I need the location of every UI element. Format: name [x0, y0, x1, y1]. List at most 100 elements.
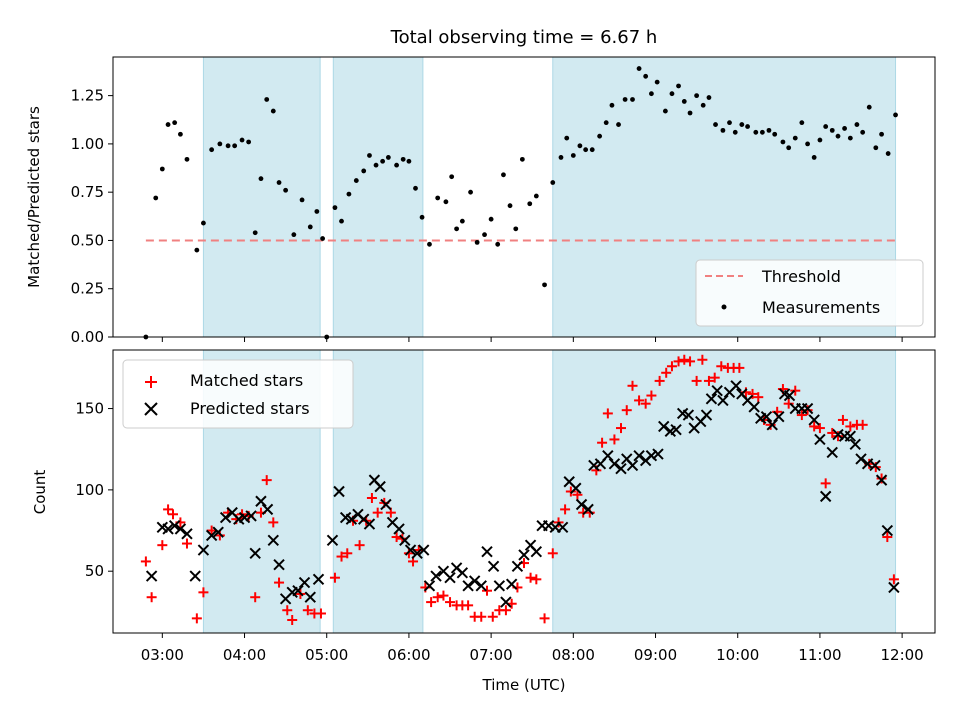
measurement-point [835, 133, 841, 139]
top-legend: Threshold Measurements [695, 259, 924, 327]
measurement-point [786, 145, 792, 151]
matched-star-point [282, 605, 293, 616]
predicted-star-point [404, 544, 417, 556]
y-tick-label: 50 [85, 562, 104, 580]
predicted-star-point [197, 544, 210, 556]
measurement-point [332, 205, 338, 211]
predicted-star-point [615, 463, 627, 475]
predicted-star-point [875, 474, 888, 486]
predicted-star-point [380, 498, 392, 511]
bottom-legend-box [122, 359, 354, 429]
matched-star-point [790, 385, 801, 396]
matched-star-point [214, 530, 225, 541]
predicted-star-point [814, 433, 826, 446]
top-measurement-points [143, 66, 898, 340]
matched-star-point [342, 548, 353, 559]
measurement-point [454, 226, 459, 232]
matched-star-point [809, 421, 820, 432]
predicted-star-point [312, 573, 325, 586]
matched-star-point [463, 600, 474, 611]
measurement-point [346, 191, 352, 197]
matched-star-point [274, 577, 285, 588]
measurement-point [570, 153, 576, 158]
measurement-point [654, 79, 660, 85]
matched-star-point [876, 473, 887, 484]
matched-star-point [525, 572, 536, 583]
predicted-star-point [748, 401, 760, 413]
x-tick-label: 04:00 [223, 646, 266, 664]
predicted-star-point [468, 575, 481, 587]
matched-star-point [181, 538, 192, 549]
y-tick-label: 1.25 [71, 87, 104, 105]
matched-star-point [140, 556, 151, 567]
matched-star-point [783, 398, 794, 409]
matched-star-point [329, 572, 340, 583]
y-tick-label: 0.25 [71, 280, 104, 298]
predicted-star-point [819, 490, 832, 503]
matched-star-point [845, 421, 856, 432]
matched-star-point [315, 608, 326, 619]
measurement-point [577, 143, 583, 149]
matched-star-point [691, 375, 702, 386]
matched-star-point [438, 590, 449, 601]
measurement-point [459, 218, 465, 224]
measurement-point [805, 141, 810, 147]
predicted-star-point [881, 524, 894, 537]
matched-star-point [476, 611, 487, 622]
predicted-star-point [582, 503, 594, 516]
x-axis-label: Time (UTC) [482, 676, 566, 694]
bottom-y-axis-label: Count [31, 470, 49, 515]
measurement-point [427, 241, 432, 247]
measurement-point [184, 156, 190, 162]
predicted-star-point [261, 503, 274, 516]
matched-star-point [163, 504, 174, 515]
predicted-star-point [363, 518, 376, 530]
measurement-point [879, 131, 884, 137]
measurement-point [299, 197, 305, 203]
predicted-star-point [481, 545, 493, 558]
matched-star-point [602, 408, 613, 419]
predicted-star-point [556, 521, 569, 533]
predicted-star-point [174, 523, 187, 535]
legend-measurements-label: Measurements [762, 298, 880, 317]
predicted-star-point [652, 448, 664, 460]
measurement-point [727, 120, 732, 126]
predicted-star-point [717, 394, 729, 407]
predicted-star-point [255, 495, 267, 507]
measurement-point [792, 135, 798, 141]
predicted-star-point [393, 523, 405, 535]
matched-star-point [673, 356, 684, 367]
measurement-point [482, 232, 487, 238]
predicted-star-point [700, 409, 713, 421]
matched-star-point [539, 613, 550, 624]
predicted-star-point [826, 446, 838, 459]
x-tick-label: 11:00 [798, 646, 841, 664]
predicted-star-point [682, 409, 695, 421]
measurement-point [361, 168, 367, 174]
predicted-star-point [888, 581, 900, 594]
bottom-axes-frame [112, 349, 936, 634]
measurement-point [630, 97, 635, 102]
measurement-point [860, 129, 866, 135]
measurement-point [501, 172, 506, 178]
predicted-star-point [645, 450, 658, 462]
measurement-point [246, 139, 252, 145]
y-tick-label: 0.00 [71, 328, 104, 346]
matched-star-point [615, 423, 626, 434]
matched-star-point [747, 388, 758, 399]
measurement-point [885, 151, 891, 156]
measurement-point [353, 178, 359, 183]
measurement-point [706, 95, 712, 100]
measurement-point [676, 83, 681, 89]
predicted-star-point [855, 453, 867, 465]
predicted-star-point [374, 480, 386, 493]
shaded-interval [332, 56, 424, 338]
measurement-point [550, 180, 556, 185]
matched-star-point [250, 592, 261, 603]
x-tick-label: 07:00 [470, 646, 513, 664]
matched-star-point [685, 356, 696, 367]
legend-matched-swatch [145, 376, 157, 388]
predicted-star-point [711, 384, 723, 397]
measurement-point [449, 174, 455, 180]
bottom-x-ticks: 03:00 04:00 05:00 06:00 07:00 08:00 09:00 10:00… [141, 633, 924, 664]
